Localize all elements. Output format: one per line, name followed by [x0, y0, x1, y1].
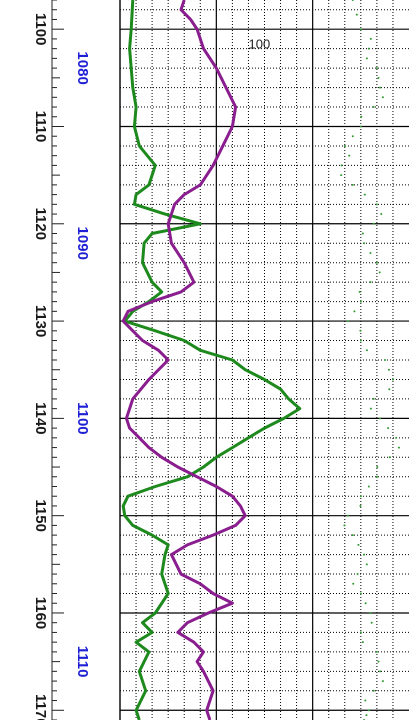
depth-tick-label: 1130 — [32, 305, 49, 338]
dotted-curve-point — [379, 670, 382, 673]
secondary-depth-label: 1090 — [74, 227, 91, 260]
dotted-curve-point — [391, 378, 394, 381]
dotted-curve-point — [369, 611, 372, 614]
secondary-depth-label: 1110 — [74, 646, 91, 678]
track-scale-label: 100 — [249, 37, 271, 52]
dotted-curve-point — [358, 290, 361, 293]
dotted-curve-point — [367, 47, 370, 50]
dotted-curve-point — [367, 709, 370, 712]
dotted-curve-point — [351, 534, 354, 537]
dotted-curve-point — [370, 621, 373, 624]
dotted-curve-point — [387, 427, 390, 430]
secondary-depth-axis: 1080 1090 1100 1110 — [74, 51, 91, 677]
dotted-curve-point — [365, 714, 368, 717]
dotted-curve-point — [372, 106, 375, 109]
dotted-curve-point — [375, 475, 378, 478]
dotted-curve-point — [356, 573, 359, 576]
dotted-curve-point — [357, 543, 360, 546]
dotted-curve-point — [348, 154, 351, 157]
depth-tick-label: 1150 — [32, 499, 49, 532]
dotted-curve-point — [378, 271, 381, 274]
dotted-curve-point — [359, 329, 362, 332]
secondary-depth-label: 1080 — [74, 51, 91, 84]
dotted-curve-point — [351, 135, 354, 138]
dotted-curve-point — [365, 349, 368, 352]
dotted-curve-point — [359, 125, 362, 128]
dotted-curve-point — [379, 417, 382, 420]
dotted-curve-point — [346, 320, 349, 323]
dotted-curve-point — [375, 203, 378, 206]
dotted-curve-point — [387, 368, 390, 371]
dotted-curve-point — [369, 251, 372, 254]
dotted-curve-point — [372, 222, 375, 225]
dotted-curve-point — [359, 28, 362, 31]
depth-tick-label: 1110 — [32, 111, 49, 143]
dotted-curve-point — [364, 699, 367, 702]
depth-tick-label: 1140 — [32, 402, 49, 435]
dotted-curve-point — [340, 164, 343, 167]
dotted-curve-point — [359, 339, 362, 342]
dotted-curve-point — [361, 641, 364, 644]
dotted-curve-point — [369, 407, 372, 410]
dotted-curve-point — [375, 650, 378, 653]
dotted-curve-point — [346, 514, 349, 517]
dotted-curve-point — [364, 602, 367, 605]
secondary-depth-label: 1100 — [74, 402, 91, 435]
dotted-curve-point — [381, 680, 384, 683]
dotted-curve-point — [363, 553, 366, 556]
measured-depth-axis: 1100 1110 1120 1130 1140 1150 1160 1170 — [32, 0, 64, 720]
dotted-curve-point — [388, 456, 391, 459]
depth-tick-label: 1160 — [32, 597, 49, 630]
dotted-curve-point — [359, 631, 362, 634]
dotted-curve-point — [377, 660, 380, 663]
dotted-curve-point — [377, 76, 380, 79]
dotted-curve-point — [352, 582, 355, 585]
dotted-curve-point — [351, 183, 354, 186]
dotted-curve-point — [365, 563, 368, 566]
dotted-curve-point — [363, 193, 366, 196]
dotted-curve-point — [369, 281, 372, 284]
dotted-curve-point — [372, 397, 375, 400]
dotted-curve-point — [361, 232, 364, 235]
dotted-curve-point — [383, 359, 386, 361]
dotted-curve-point — [343, 524, 346, 527]
dotted-curve-point — [351, 0, 354, 1]
depth-tick-label: 1100 — [32, 13, 49, 46]
dotted-curve-point — [355, 13, 358, 16]
dotted-curve-point — [365, 57, 368, 60]
dotted-curve-point — [359, 300, 362, 303]
dotted-curve-point — [340, 174, 343, 177]
dotted-curve-point — [369, 37, 372, 40]
dotted-curve-point — [359, 495, 362, 498]
dotted-curve-point — [367, 485, 370, 488]
dotted-curve-point — [397, 446, 400, 449]
dotted-curve-point — [381, 96, 384, 99]
dotted-curve-point — [380, 213, 383, 216]
dotted-curve-point — [359, 504, 362, 507]
log-curves — [121, 0, 400, 720]
dotted-curve-point — [359, 592, 362, 595]
series_b-curve — [121, 0, 247, 720]
dotted-curve-point — [372, 689, 375, 692]
dotted-curve-point — [395, 436, 398, 439]
dotted-curve-point — [375, 261, 378, 264]
dotted-curve-point — [363, 242, 366, 245]
series_a-curve — [121, 0, 302, 720]
dotted-curve-point — [388, 388, 391, 391]
depth-tick-label: 1170 — [32, 694, 49, 720]
dotted-curve-point — [379, 86, 382, 89]
dotted-curve-point — [343, 144, 346, 147]
track-grid — [119, 0, 409, 720]
dotted-curve-point — [360, 115, 363, 118]
depth-tick-label: 1120 — [32, 208, 49, 241]
dotted-curve-point — [375, 67, 378, 70]
dotted-curve-point — [353, 310, 356, 313]
dotted-curve-point — [376, 466, 379, 469]
